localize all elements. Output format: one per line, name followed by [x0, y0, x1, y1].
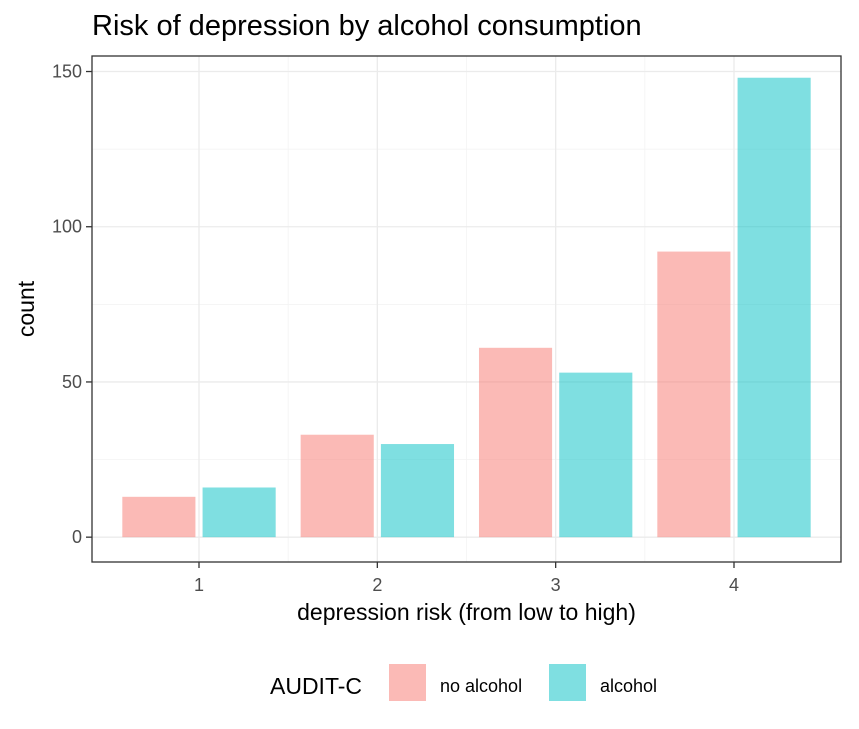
legend-key-no-alcohol — [389, 664, 426, 701]
x-axis-title: depression risk (from low to high) — [297, 599, 636, 625]
x-tick-label: 4 — [729, 575, 739, 595]
bar-alcohol-4 — [737, 77, 811, 538]
bar-no-alcohol-4 — [657, 251, 731, 538]
legend-title: AUDIT-C — [270, 673, 362, 699]
bar-alcohol-1 — [202, 487, 276, 538]
x-tick-label: 2 — [372, 575, 382, 595]
legend-label-alcohol: alcohol — [600, 676, 657, 696]
x-tick-label: 1 — [194, 575, 204, 595]
panel-border — [91, 55, 842, 563]
y-tick-label: 150 — [52, 62, 82, 82]
bar-no-alcohol-3 — [478, 347, 553, 538]
bar-no-alcohol-1 — [122, 496, 196, 538]
bar-alcohol-3 — [559, 372, 633, 538]
bars — [122, 77, 811, 538]
y-tick-label: 100 — [52, 217, 82, 237]
y-axis-title: count — [13, 280, 39, 337]
bar-alcohol-2 — [380, 444, 455, 538]
bar-no-alcohol-2 — [300, 434, 374, 538]
x-tick-label: 3 — [551, 575, 561, 595]
legend-key-alcohol — [549, 664, 586, 701]
chart-title: Risk of depression by alcohol consumptio… — [92, 10, 642, 42]
y-tick-label: 0 — [72, 527, 82, 547]
legend: AUDIT-C no alcohol alcohol — [270, 664, 657, 701]
axes: 0 50 100 150 1 2 3 4 — [52, 62, 739, 595]
legend-label-no-alcohol: no alcohol — [440, 676, 522, 696]
y-tick-label: 50 — [62, 372, 82, 392]
grid — [92, 56, 841, 562]
